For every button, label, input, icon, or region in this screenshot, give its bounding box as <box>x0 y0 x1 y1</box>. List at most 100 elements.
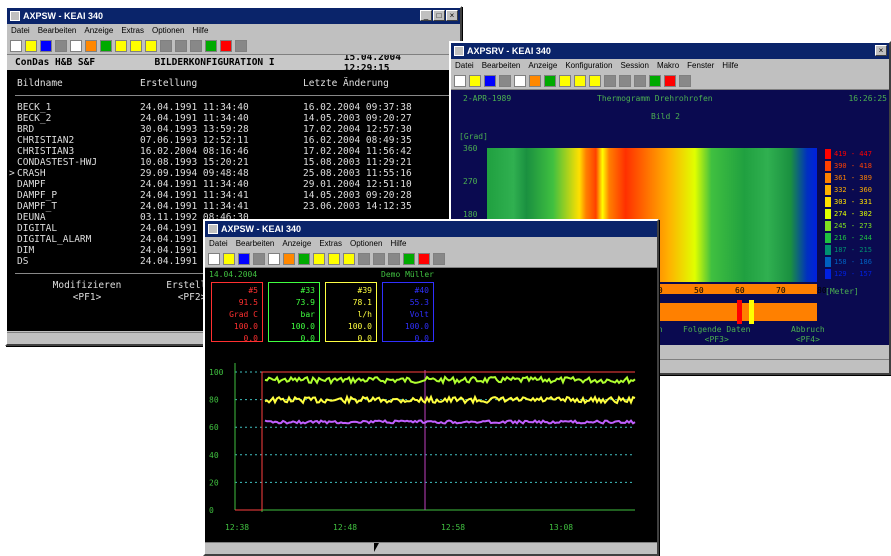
menu-anzeige[interactable]: Anzeige <box>282 239 312 248</box>
toolbar-icon[interactable] <box>403 252 415 265</box>
menu-extras[interactable]: Extras <box>121 26 144 35</box>
toolbar-icon[interactable] <box>313 252 325 265</box>
menu-extras[interactable]: Extras <box>319 239 342 248</box>
toolbar-icon[interactable] <box>499 74 511 87</box>
toolbar-icon[interactable] <box>235 39 247 52</box>
toolbar-icon[interactable] <box>115 39 127 52</box>
close-button[interactable]: × <box>875 45 887 56</box>
list-item[interactable]: DIGITAL_ALARM 24.04.1991 <box>17 234 460 245</box>
toolbar-icon[interactable] <box>238 252 250 265</box>
list-item[interactable]: > CRASH 29.09.1994 09:48:48 25.08.2003 11:5… <box>9 168 460 179</box>
changed-date: 25.08.2003 11:55:16 <box>303 168 412 179</box>
toolbar-icon[interactable] <box>268 252 280 265</box>
list-item[interactable]: DAMPF_T 24.04.1991 11:34:41 23.06.2003 14:… <box>17 201 460 212</box>
list-item[interactable]: CHRISTIAN2 07.06.1993 12:52:11 16.02.2004 … <box>17 135 460 146</box>
toolbar-icon[interactable] <box>328 252 340 265</box>
toolbar-icon[interactable] <box>253 252 265 265</box>
menu-datei[interactable]: Datei <box>11 26 30 35</box>
menu-hilfe[interactable]: Hilfe <box>722 61 739 70</box>
legend-label: 332 - 360 <box>834 186 872 194</box>
toolbar-icon[interactable] <box>454 74 466 87</box>
toolbar-icon[interactable] <box>388 252 400 265</box>
legend-swatch <box>825 149 831 159</box>
toolbar-icon[interactable] <box>373 252 385 265</box>
toolbar-icon[interactable] <box>25 39 37 52</box>
toolbar-icon[interactable] <box>205 39 217 52</box>
menu-session[interactable]: Session <box>620 61 649 70</box>
menu-anzeige[interactable]: Anzeige <box>528 61 558 70</box>
toolbar-icon[interactable] <box>223 252 235 265</box>
list-item[interactable]: DIGITAL 24.04.1991 <box>17 223 460 234</box>
menu-datei[interactable]: Datei <box>455 61 474 70</box>
modify-button[interactable]: Modifizieren <PF1> <box>52 280 122 303</box>
toolbar-icon[interactable] <box>208 252 220 265</box>
toolbar-icon[interactable] <box>544 74 556 87</box>
list-item[interactable]: BECK_2 24.04.1991 11:34:40 14.05.2003 09:2… <box>17 113 460 124</box>
toolbar-icon[interactable] <box>100 39 112 52</box>
toolbar-icon[interactable] <box>679 74 691 87</box>
list-item[interactable]: DS 24.04.1991 <box>17 256 460 267</box>
menu-bearbeiten[interactable]: Bearbeiten <box>235 239 275 248</box>
title-bar[interactable]: AXPSW - KEAI 340 <box>205 221 657 237</box>
toolbar-icon[interactable] <box>160 39 172 52</box>
menu-datei[interactable]: Datei <box>209 239 228 248</box>
value-box-min: 0.0 <box>357 334 372 343</box>
toolbar-icon[interactable] <box>190 39 202 52</box>
value-box-u: l/h <box>357 310 372 319</box>
toolbar-icon[interactable] <box>589 74 601 87</box>
menu-hilfe[interactable]: Hilfe <box>192 26 209 35</box>
create-button[interactable]: Erstellen <PF2> <box>166 280 218 303</box>
toolbar-icon[interactable] <box>559 74 571 87</box>
toolbar-icon[interactable] <box>145 39 157 52</box>
menu-fenster[interactable]: Fenster <box>687 61 715 70</box>
menu-makro[interactable]: Makro <box>656 61 680 70</box>
menu-bearbeiten[interactable]: Bearbeiten <box>481 61 521 70</box>
toolbar-icon[interactable] <box>529 74 541 87</box>
toolbar-icon[interactable] <box>649 74 661 87</box>
minimize-button[interactable]: _ <box>420 10 432 21</box>
toolbar-icon[interactable] <box>298 252 310 265</box>
toolbar-icon[interactable] <box>40 39 52 52</box>
toolbar-icon[interactable] <box>85 39 97 52</box>
title-bar[interactable]: AXPSRV - KEAI 340 <box>451 43 889 59</box>
toolbar-icon[interactable] <box>130 39 142 52</box>
toolbar-icon[interactable] <box>574 74 586 87</box>
list-item[interactable]: BECK_1 24.04.1991 11:34:40 16.02.2004 09:3… <box>17 102 460 113</box>
list-item[interactable]: CONDASTEST-HWJ 10.08.1993 15:20:21 15.08.2… <box>17 157 460 168</box>
toolbar-icon[interactable] <box>283 252 295 265</box>
list-item[interactable]: DEUNA 03.11.1992 08:46:30 <box>17 212 460 223</box>
footer-button-4[interactable]: Abbruch <PF4> <box>791 325 825 345</box>
toolbar-icon[interactable] <box>664 74 676 87</box>
toolbar-icon[interactable] <box>175 39 187 52</box>
toolbar-icon[interactable] <box>634 74 646 87</box>
toolbar-icon[interactable] <box>484 74 496 87</box>
list-item[interactable]: DAMPF_P 24.04.1991 11:34:41 14.05.2003 09:… <box>17 190 460 201</box>
toolbar-icon[interactable] <box>343 252 355 265</box>
list-item[interactable]: CHRISTIAN3 16.02.2004 08:16:46 17.02.2004 … <box>17 146 460 157</box>
toolbar-icon[interactable] <box>514 74 526 87</box>
toolbar-icon[interactable] <box>10 39 22 52</box>
toolbar-icon[interactable] <box>220 39 232 52</box>
maximize-button[interactable]: □ <box>433 10 445 21</box>
toolbar-icon[interactable] <box>433 252 445 265</box>
toolbar-icon[interactable] <box>418 252 430 265</box>
toolbar-icon[interactable] <box>70 39 82 52</box>
toolbar-icon[interactable] <box>55 39 67 52</box>
menu-anzeige[interactable]: Anzeige <box>84 26 114 35</box>
menu-bearbeiten[interactable]: Bearbeiten <box>37 26 77 35</box>
toolbar-icon[interactable] <box>604 74 616 87</box>
toolbar-icon[interactable] <box>619 74 631 87</box>
footer-button-3[interactable]: Folgende Daten <PF3> <box>683 325 750 345</box>
close-button[interactable]: × <box>446 10 458 21</box>
menu-konfiguration[interactable]: Konfiguration <box>565 61 613 70</box>
menu-optionen[interactable]: Optionen <box>349 239 383 248</box>
toolbar-icon[interactable] <box>469 74 481 87</box>
list-item[interactable]: DAMPF 24.04.1991 11:34:40 29.01.2004 12:51… <box>17 179 460 190</box>
list-item[interactable]: BRD 30.04.1993 13:59:28 17.02.2004 12:57:3… <box>17 124 460 135</box>
list-item[interactable]: DIM 24.04.1991 <box>17 245 460 256</box>
menu-hilfe[interactable]: Hilfe <box>390 239 407 248</box>
toolbar-icon[interactable] <box>358 252 370 265</box>
menu-optionen[interactable]: Optionen <box>151 26 185 35</box>
title-bar[interactable]: AXPSW - KEAI 340 <box>7 8 460 24</box>
legend-entry: 419 - 447 <box>825 148 889 160</box>
